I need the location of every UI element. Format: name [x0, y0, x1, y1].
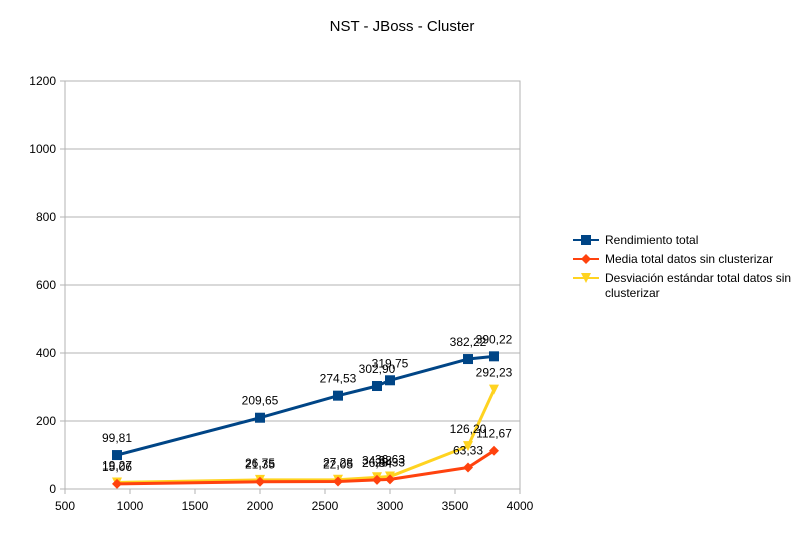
data-label: 302,90: [359, 362, 396, 376]
series-1-point: [333, 390, 343, 401]
data-label: 112,67: [476, 427, 512, 441]
data-label: 22,05: [323, 458, 353, 472]
chart-title: NST - JBoss - Cluster: [330, 18, 475, 35]
series-2-point: [255, 476, 265, 487]
y-tick-label: 1200: [29, 74, 56, 88]
x-tick-label: 1000: [117, 499, 144, 513]
legend-label: Rendimiento total: [605, 233, 698, 247]
series-2: [112, 445, 499, 489]
legend-swatch-marker: [581, 273, 591, 283]
data-label: 21,35: [245, 458, 275, 472]
x-tick-label: 4000: [507, 499, 534, 513]
series-1-point: [112, 450, 122, 461]
series-1-line: [116, 354, 495, 457]
data-label: 274,53: [320, 372, 357, 386]
data-label: 34,38: [362, 453, 392, 467]
data-label: 28,33: [375, 455, 405, 469]
series-1-point: [385, 375, 395, 386]
legend: Rendimiento total Media total datos sin c…: [573, 233, 791, 300]
y-tick-label: 800: [36, 210, 56, 224]
series-2-point: [463, 462, 473, 473]
axes: 0 200 400 600 800 1000 1200 500 1000 1500 2000 2500…: [29, 74, 533, 513]
legend-entry-2: Media total datos sin clusterizar: [573, 252, 773, 266]
data-label: 99,81: [102, 431, 132, 445]
data-label: 15,06: [102, 460, 132, 474]
data-label: 63,33: [453, 443, 483, 457]
data-label: 36,63: [375, 453, 405, 467]
data-label: 390,22: [476, 332, 513, 346]
series-1-point: [372, 381, 382, 392]
series-3-point: [489, 384, 499, 395]
data-label: 319,75: [372, 356, 409, 370]
data-label: 26,84: [362, 456, 392, 470]
data-label: 27,28: [323, 456, 353, 470]
series-1-point: [463, 354, 473, 365]
series-1-point: [489, 351, 499, 362]
x-tick-label: 2500: [312, 499, 339, 513]
y-tick-label: 0: [49, 482, 56, 496]
legend-swatch-marker: [581, 235, 591, 245]
data-label: 292,23: [476, 366, 513, 380]
series-1-point: [255, 412, 265, 423]
series-2-point: [372, 474, 382, 485]
y-tick-label: 400: [36, 346, 56, 360]
data-label: 19,27: [102, 458, 132, 472]
x-tick-label: 500: [55, 499, 75, 513]
data-label: 26,75: [245, 456, 275, 470]
series-3-point: [463, 441, 473, 452]
data-label: 382,22: [450, 335, 487, 349]
y-tick-label: 600: [36, 278, 56, 292]
plot-area-frame: [64, 80, 521, 490]
legend-entry-1: Rendimiento total: [573, 233, 698, 247]
y-tick-label: 1000: [29, 142, 56, 156]
series-group: [112, 351, 499, 489]
x-tick-label: 1500: [182, 499, 209, 513]
series-2-point: [333, 476, 343, 487]
legend-label: Media total datos sin clusterizar: [605, 252, 773, 266]
series-2-point: [112, 478, 122, 489]
series-1: [112, 351, 499, 461]
x-tick-label: 3000: [377, 499, 404, 513]
legend-label: Desviación estándar total datos sin clust…: [605, 271, 791, 300]
series-2-point: [489, 445, 499, 456]
legend-swatch-marker: [581, 254, 591, 264]
x-tick-label: 3500: [442, 499, 469, 513]
series-2-point: [385, 474, 395, 485]
data-label: 209,65: [242, 394, 279, 408]
data-label: 126,20: [450, 422, 487, 436]
y-tick-label: 200: [36, 414, 56, 428]
x-tick-label: 2000: [247, 499, 274, 513]
legend-entry-3: Desviación estándar total datos sin clust…: [573, 271, 791, 300]
